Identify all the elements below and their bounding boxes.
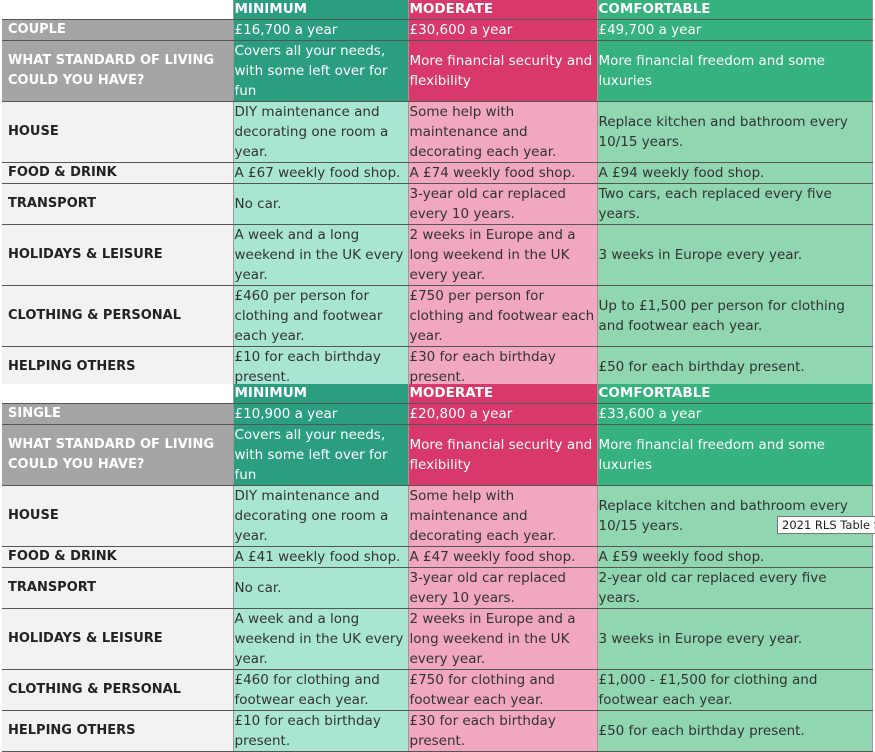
minimum-income: £10,900 a year [233, 403, 409, 425]
row-label: FOOD & DRINK [2, 162, 234, 184]
moderate-cell: Some help with maintenance and decoratin… [408, 101, 598, 163]
comfortable-cell: £1,000 - £1,500 for clothing and footwea… [597, 669, 873, 711]
comfortable-cell: 2-year old car replaced every five years… [597, 567, 873, 609]
minimum-header: MINIMUM [233, 384, 409, 404]
table-row: CLOTHING & PERSONAL £460 per person for … [2, 285, 873, 347]
row-label: HOUSE [2, 101, 234, 163]
household-row: SINGLE £10,900 a year £20,800 a year £33… [2, 403, 873, 425]
row-label: HELPING OTHERS [2, 710, 234, 752]
minimum-income: £16,700 a year [233, 19, 409, 41]
corner-cell [2, 384, 234, 404]
moderate-cell: 2 weeks in Europe and a long weekend in … [408, 224, 598, 286]
comfortable-income: £49,700 a year [597, 19, 873, 41]
standard-label: WHAT STANDARD OF LIVING COULD YOU HAVE? [2, 40, 234, 102]
moderate-cell: A £74 weekly food shop. [408, 162, 598, 184]
comfortable-cell: £50 for each birthday present. [597, 710, 873, 752]
table-row: HELPING OTHERS £10 for each birthday pre… [2, 710, 873, 752]
moderate-cell: 3-year old car replaced every 10 years. [408, 567, 598, 609]
minimum-cell: DIY maintenance and decorating one room … [233, 101, 409, 163]
minimum-cell: No car. [233, 567, 409, 609]
comfortable-standard: More financial freedom and some luxuries [597, 424, 873, 486]
moderate-cell: £750 per person for clothing and footwea… [408, 285, 598, 347]
minimum-cell: A week and a long weekend in the UK ever… [233, 608, 409, 670]
row-label: CLOTHING & PERSONAL [2, 285, 234, 347]
comfortable-cell: 3 weeks in Europe every year. [597, 224, 873, 286]
household-label: COUPLE [2, 19, 234, 41]
minimum-cell: £460 for clothing and footwear each year… [233, 669, 409, 711]
minimum-cell: £460 per person for clothing and footwea… [233, 285, 409, 347]
minimum-cell: A £67 weekly food shop. [233, 162, 409, 184]
table-row: HELPING OTHERS £10 for each birthday pre… [2, 346, 873, 388]
table-row: HOUSE DIY maintenance and decorating one… [2, 101, 873, 163]
moderate-income: £30,600 a year [408, 19, 598, 41]
standard-row: WHAT STANDARD OF LIVING COULD YOU HAVE? … [2, 424, 873, 486]
standard-label: WHAT STANDARD OF LIVING COULD YOU HAVE? [2, 424, 234, 486]
comfortable-cell: A £94 weekly food shop. [597, 162, 873, 184]
comfortable-income: £33,600 a year [597, 403, 873, 425]
level-header-row: MINIMUM MODERATE COMFORTABLE [2, 0, 873, 20]
moderate-cell: 3-year old car replaced every 10 years. [408, 183, 598, 225]
couple-table: MINIMUM MODERATE COMFORTABLE COUPLE £16,… [2, 0, 873, 388]
corner-cell [2, 0, 234, 20]
table-row: HOUSE DIY maintenance and decorating one… [2, 485, 873, 547]
table-row: FOOD & DRINK A £41 weekly food shop. A £… [2, 546, 873, 568]
comfortable-cell: Up to £1,500 per person for clothing and… [597, 285, 873, 347]
moderate-header: MODERATE [408, 384, 598, 404]
comfortable-cell: 3 weeks in Europe every year. [597, 608, 873, 670]
standard-row: WHAT STANDARD OF LIVING COULD YOU HAVE? … [2, 40, 873, 102]
table-row: TRANSPORT No car. 3-year old car replace… [2, 183, 873, 225]
comfortable-cell: £50 for each birthday present. [597, 346, 873, 388]
row-label: HOLIDAYS & LEISURE [2, 608, 234, 670]
row-label: HOLIDAYS & LEISURE [2, 224, 234, 286]
tooltip: 2021 RLS Table Sir [777, 516, 875, 534]
minimum-cell: DIY maintenance and decorating one room … [233, 485, 409, 547]
household-row: COUPLE £16,700 a year £30,600 a year £49… [2, 19, 873, 41]
minimum-cell: A £41 weekly food shop. [233, 546, 409, 568]
minimum-cell: £10 for each birthday present. [233, 710, 409, 752]
moderate-header: MODERATE [408, 0, 598, 20]
moderate-income: £20,800 a year [408, 403, 598, 425]
row-label: FOOD & DRINK [2, 546, 234, 568]
minimum-header: MINIMUM [233, 0, 409, 20]
minimum-standard: Covers all your needs, with some left ov… [233, 424, 409, 486]
comfortable-cell: A £59 weekly food shop. [597, 546, 873, 568]
moderate-cell: A £47 weekly food shop. [408, 546, 598, 568]
row-label: TRANSPORT [2, 567, 234, 609]
moderate-cell: £750 for clothing and footwear each year… [408, 669, 598, 711]
comfortable-cell: Two cars, each replaced every five years… [597, 183, 873, 225]
table-row: HOLIDAYS & LEISURE A week and a long wee… [2, 224, 873, 286]
moderate-cell: 2 weeks in Europe and a long weekend in … [408, 608, 598, 670]
row-label: CLOTHING & PERSONAL [2, 669, 234, 711]
row-label: HELPING OTHERS [2, 346, 234, 388]
table-row: CLOTHING & PERSONAL £460 for clothing an… [2, 669, 873, 711]
minimum-standard: Covers all your needs, with some left ov… [233, 40, 409, 102]
minimum-cell: A week and a long weekend in the UK ever… [233, 224, 409, 286]
comfortable-standard: More financial freedom and some luxuries [597, 40, 873, 102]
minimum-cell: £10 for each birthday present. [233, 346, 409, 388]
table-row: FOOD & DRINK A £67 weekly food shop. A £… [2, 162, 873, 184]
row-label: HOUSE [2, 485, 234, 547]
single-table: MINIMUM MODERATE COMFORTABLE SINGLE £10,… [2, 384, 873, 752]
moderate-cell: Some help with maintenance and decoratin… [408, 485, 598, 547]
level-header-row: MINIMUM MODERATE COMFORTABLE [2, 384, 873, 404]
moderate-standard: More financial security and flexibility [408, 40, 598, 102]
comfortable-header: COMFORTABLE [597, 0, 873, 20]
minimum-cell: No car. [233, 183, 409, 225]
moderate-cell: £30 for each birthday present. [408, 710, 598, 752]
row-label: TRANSPORT [2, 183, 234, 225]
moderate-standard: More financial security and flexibility [408, 424, 598, 486]
comfortable-header: COMFORTABLE [597, 384, 873, 404]
moderate-cell: £30 for each birthday present. [408, 346, 598, 388]
table-row: TRANSPORT No car. 3-year old car replace… [2, 567, 873, 609]
household-label: SINGLE [2, 403, 234, 425]
comfortable-cell: Replace kitchen and bathroom every 10/15… [597, 101, 873, 163]
table-row: HOLIDAYS & LEISURE A week and a long wee… [2, 608, 873, 670]
